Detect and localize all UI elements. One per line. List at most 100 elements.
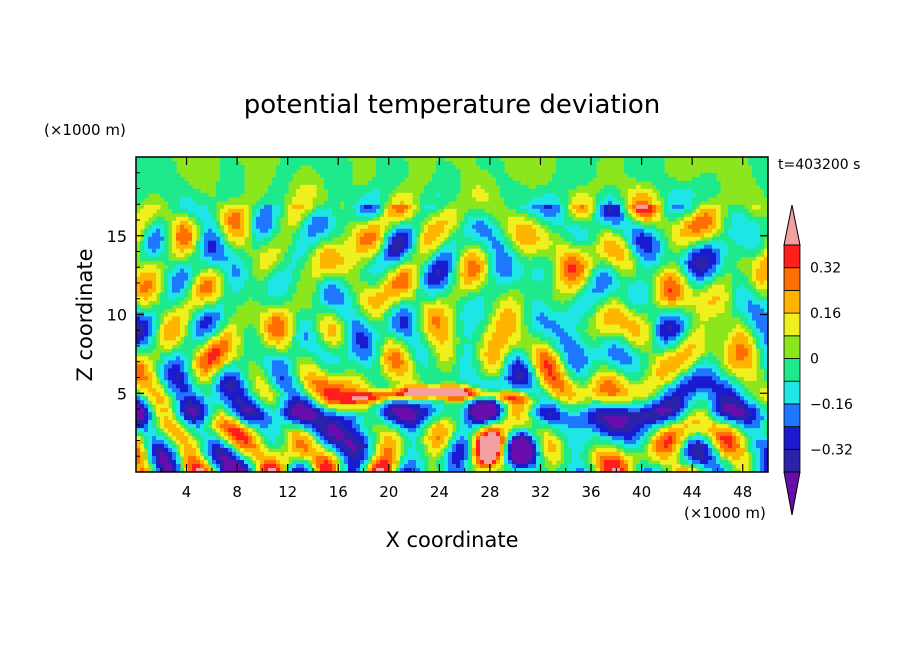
contour-cell	[260, 316, 265, 322]
contour-cell	[396, 216, 401, 222]
contour-cell	[612, 320, 617, 326]
contour-cell	[580, 172, 585, 178]
contour-cell	[484, 296, 489, 302]
contour-cell	[612, 292, 617, 298]
contour-cell	[264, 192, 269, 198]
contour-cell	[424, 244, 429, 250]
contour-cell	[312, 268, 317, 274]
contour-cell	[588, 236, 593, 242]
contour-cell	[676, 252, 681, 258]
contour-cell	[668, 320, 673, 326]
contour-cell	[720, 248, 725, 254]
contour-cell	[408, 196, 413, 202]
contour-cell	[404, 224, 409, 230]
contour-cell	[616, 200, 621, 206]
contour-cell	[324, 204, 329, 210]
contour-cell	[392, 276, 397, 282]
contour-cell	[420, 208, 425, 214]
contour-cell	[144, 256, 149, 262]
contour-cell	[160, 240, 165, 246]
contour-cell	[592, 284, 597, 290]
contour-cell	[680, 320, 685, 326]
contour-cell	[208, 216, 213, 222]
contour-cell	[540, 212, 545, 218]
contour-cell	[480, 244, 485, 250]
contour-cell	[592, 280, 597, 286]
contour-cell	[372, 296, 377, 302]
contour-cell	[684, 296, 689, 302]
contour-cell	[700, 264, 705, 270]
contour-cell	[384, 288, 389, 294]
contour-cell	[188, 236, 193, 242]
contour-cell	[708, 268, 713, 274]
contour-cell	[328, 236, 333, 242]
contour-cell	[180, 188, 185, 194]
contour-cell	[748, 220, 753, 226]
contour-cell	[696, 300, 701, 306]
contour-cell	[440, 192, 445, 198]
contour-cell	[144, 316, 149, 322]
contour-cell	[144, 252, 149, 258]
contour-cell	[480, 232, 485, 238]
contour-cell	[232, 284, 237, 290]
contour-cell	[588, 312, 593, 318]
contour-cell	[144, 284, 149, 290]
contour-cell	[276, 316, 281, 322]
contour-cell	[536, 184, 541, 190]
contour-cell	[152, 328, 157, 334]
contour-cell	[452, 280, 457, 286]
contour-cell	[244, 220, 249, 226]
contour-cell	[644, 240, 649, 246]
contour-cell	[576, 316, 581, 322]
contour-cell	[300, 204, 305, 210]
contour-cell	[636, 268, 641, 274]
contour-cell	[752, 324, 757, 330]
contour-cell	[252, 232, 257, 238]
contour-cell	[440, 164, 445, 170]
contour-cell	[752, 308, 757, 314]
contour-cell	[616, 216, 621, 222]
contour-cell	[152, 288, 157, 294]
contour-cell	[656, 164, 661, 170]
contour-cell	[260, 260, 265, 266]
contour-cell	[436, 252, 441, 258]
contour-cell	[580, 236, 585, 242]
contour-cell	[728, 268, 733, 274]
contour-cell	[252, 236, 257, 242]
contour-cell	[568, 176, 573, 182]
contour-cell	[756, 280, 761, 286]
contour-cell	[148, 272, 153, 278]
contour-cell	[544, 280, 549, 286]
contour-cell	[396, 208, 401, 214]
contour-cell	[144, 320, 149, 326]
contour-cell	[440, 276, 445, 282]
contour-cell	[376, 272, 381, 278]
contour-cell	[160, 300, 165, 306]
contour-cell	[288, 244, 293, 250]
contour-cell	[228, 276, 233, 282]
contour-cell	[608, 328, 613, 334]
contour-cell	[624, 236, 629, 242]
contour-cell	[512, 196, 517, 202]
contour-cell	[400, 176, 405, 182]
contour-cell	[228, 264, 233, 270]
contour-cell	[352, 212, 357, 218]
contour-cell	[432, 236, 437, 242]
contour-cell	[200, 312, 205, 318]
contour-cell	[408, 320, 413, 326]
contour-cell	[412, 216, 417, 222]
contour-cell	[688, 288, 693, 294]
contour-cell	[588, 260, 593, 266]
contour-cell	[148, 180, 153, 186]
contour-cell	[288, 252, 293, 258]
contour-cell	[204, 316, 209, 322]
contour-cell	[456, 312, 461, 318]
contour-cell	[424, 296, 429, 302]
contour-cell	[764, 216, 768, 222]
contour-cell	[136, 168, 141, 174]
contour-cell	[188, 328, 193, 334]
contour-cell	[420, 292, 425, 298]
contour-cell	[204, 228, 209, 234]
contour-cell	[584, 288, 589, 294]
contour-cell	[704, 316, 709, 322]
